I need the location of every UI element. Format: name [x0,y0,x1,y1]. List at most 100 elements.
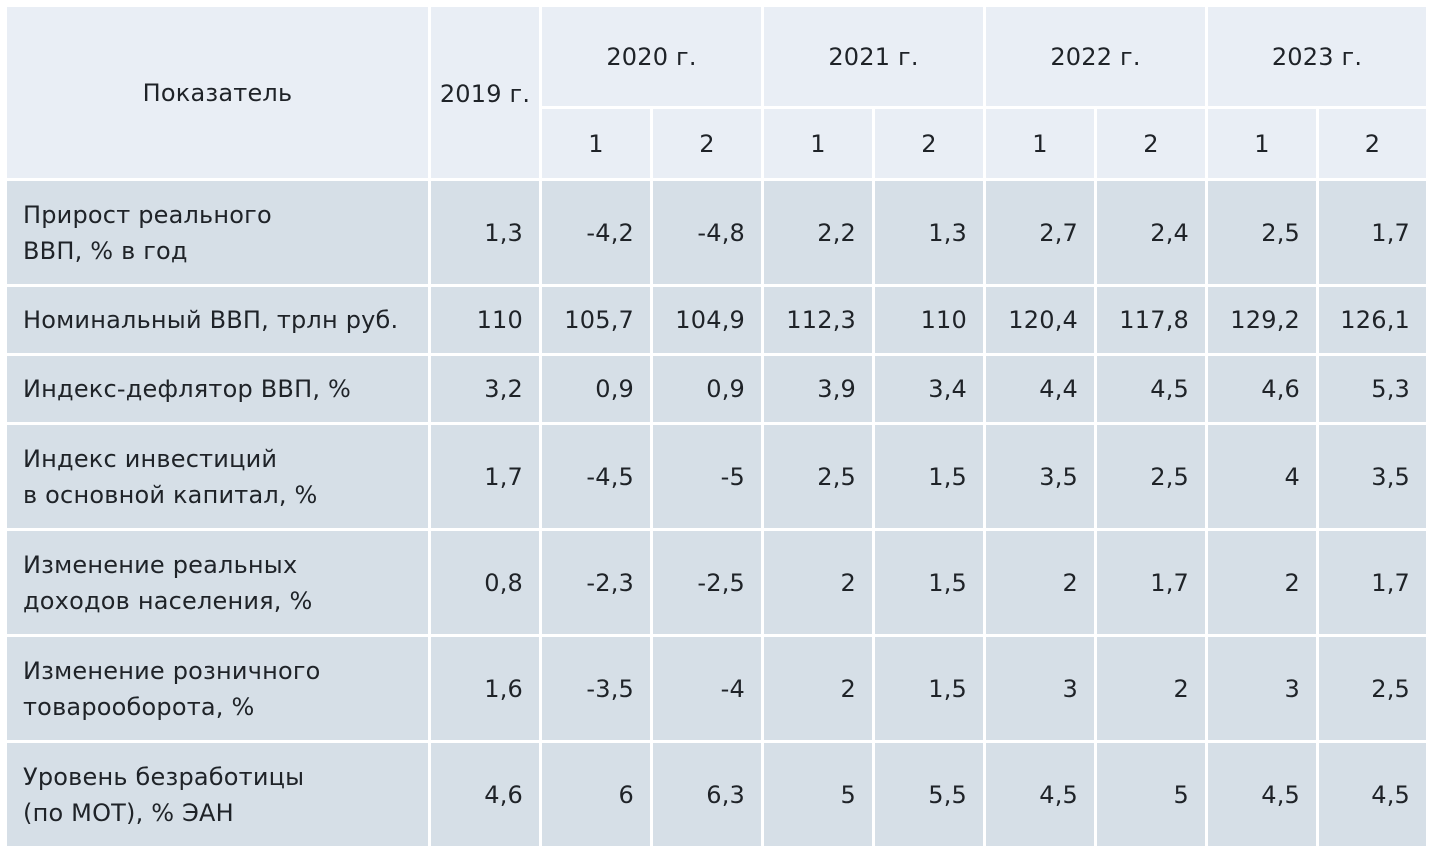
value-cell: 0,9 [653,356,761,422]
row-label-line: Изменение розничного [23,656,321,685]
value-cell: 4,6 [1208,356,1316,422]
forecast-table-container: Показатель 2019 г. 2020 г. 2021 г. 2022 … [7,7,1426,846]
table-body: Прирост реального ВВП, % в год 1,3 -4,2 -4,8… [7,181,1426,846]
value-cell: 5 [764,743,872,846]
value-cell: 4,5 [1097,356,1205,422]
value-cell: 2,4 [1097,181,1205,284]
table-row: Изменение розничного товарооборота, % 1,6-… [7,637,1426,740]
table-row: Прирост реального ВВП, % в год 1,3 -4,2 -4,8… [7,181,1426,284]
value-cell: 1,7 [431,425,539,528]
value-cell: 1,3 [875,181,983,284]
row-label-line: ВВП, % в год [23,236,188,265]
value-cell: 3 [1208,637,1316,740]
value-cell: 3,9 [764,356,872,422]
header-variant: 2 [875,109,983,178]
value-cell: 105,7 [542,287,650,353]
row-label-line: Изменение реальных [23,550,298,579]
value-cell: 1,7 [1319,531,1426,634]
value-cell: 2,7 [986,181,1094,284]
value-cell: 0,8 [431,531,539,634]
row-label-line: (по МОТ), % ЭАН [23,798,234,827]
value-cell: 5,5 [875,743,983,846]
value-cell: -5 [653,425,761,528]
table-row: Номинальный ВВП, трлн руб. 110 105,7 104,9 1… [7,287,1426,353]
value-cell: 2 [1097,637,1205,740]
value-cell: 4,4 [986,356,1094,422]
value-cell: 112,3 [764,287,872,353]
value-cell: 0,9 [542,356,650,422]
row-label: Изменение розничного товарооборота, % [7,637,428,740]
header-year-2023: 2023 г. [1208,7,1426,106]
value-cell: 4,5 [1208,743,1316,846]
value-cell: 1,5 [875,637,983,740]
value-cell: -4,2 [542,181,650,284]
value-cell: -4,5 [542,425,650,528]
header-year-2022: 2022 г. [986,7,1205,106]
value-cell: -4,8 [653,181,761,284]
value-cell: -2,3 [542,531,650,634]
header-variant: 2 [1097,109,1205,178]
header-variant: 1 [764,109,872,178]
row-label: Номинальный ВВП, трлн руб. [7,287,428,353]
value-cell: 2,5 [764,425,872,528]
value-cell: 129,2 [1208,287,1316,353]
value-cell: 2,5 [1097,425,1205,528]
row-label: Индекс инвестиций в основной капитал, % [7,425,428,528]
header-variant: 1 [1208,109,1316,178]
table-row: Индекс инвестиций в основной капитал, % 1,… [7,425,1426,528]
value-cell: 1,5 [875,425,983,528]
header-indicator: Показатель [7,7,428,178]
value-cell: 104,9 [653,287,761,353]
value-cell: 1,5 [875,531,983,634]
value-cell: 5,3 [1319,356,1426,422]
header-variant: 2 [653,109,761,178]
value-cell: 6,3 [653,743,761,846]
row-label-line: Номинальный ВВП, трлн руб. [23,306,399,334]
forecast-table: Показатель 2019 г. 2020 г. 2021 г. 2022 … [4,4,1429,849]
value-cell: 4,6 [431,743,539,846]
row-label: Уровень безработицы (по МОТ), % ЭАН [7,743,428,846]
header-year-2019: 2019 г. [431,7,539,178]
value-cell: 1,7 [1319,181,1426,284]
value-cell: 1,3 [431,181,539,284]
value-cell: 1,7 [1097,531,1205,634]
table-row: Изменение реальных доходов населения, % 0,… [7,531,1426,634]
row-label: Индекс-дефлятор ВВП, % [7,356,428,422]
row-label: Изменение реальных доходов населения, % [7,531,428,634]
value-cell: 4,5 [986,743,1094,846]
table-row: Уровень безработицы (по МОТ), % ЭАН 4,6 6 6,… [7,743,1426,846]
value-cell: 120,4 [986,287,1094,353]
value-cell: 110 [431,287,539,353]
value-cell: 4 [1208,425,1316,528]
value-cell: 2 [986,531,1094,634]
row-label-line: Индекс инвестиций [23,444,278,473]
row-label: Прирост реального ВВП, % в год [7,181,428,284]
value-cell: 2 [764,637,872,740]
row-label-line: Прирост реального [23,200,272,229]
value-cell: 5 [1097,743,1205,846]
value-cell: -4 [653,637,761,740]
value-cell: 2,5 [1319,637,1426,740]
value-cell: -3,5 [542,637,650,740]
header-variant: 2 [1319,109,1426,178]
header-variant: 1 [986,109,1094,178]
row-label-line: Индекс-дефлятор ВВП, % [23,375,351,403]
value-cell: 3,4 [875,356,983,422]
header-year-2021: 2021 г. [764,7,983,106]
value-cell: -2,5 [653,531,761,634]
value-cell: 3,5 [1319,425,1426,528]
value-cell: 3 [986,637,1094,740]
row-label-line: в основной капитал, % [23,480,318,509]
value-cell: 6 [542,743,650,846]
value-cell: 117,8 [1097,287,1205,353]
value-cell: 2 [1208,531,1316,634]
header-year-2020: 2020 г. [542,7,761,106]
value-cell: 1,6 [431,637,539,740]
header-variant: 1 [542,109,650,178]
value-cell: 3,2 [431,356,539,422]
value-cell: 2,2 [764,181,872,284]
row-label-line: Уровень безработицы [23,762,305,791]
row-label-line: товарооборота, % [23,692,255,721]
value-cell: 126,1 [1319,287,1426,353]
row-label-line: доходов населения, % [23,586,313,615]
